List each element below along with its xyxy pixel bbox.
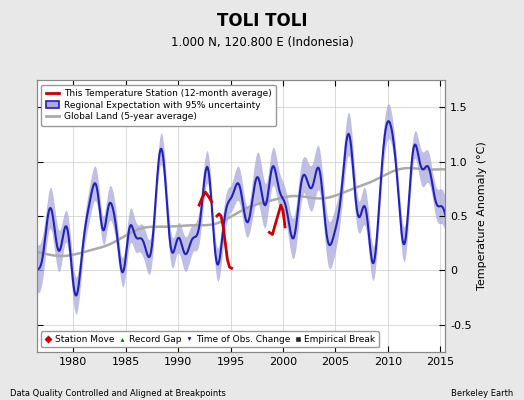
Y-axis label: Temperature Anomaly (°C): Temperature Anomaly (°C) [477,142,487,290]
Text: TOLI TOLI: TOLI TOLI [217,12,307,30]
Text: 1.000 N, 120.800 E (Indonesia): 1.000 N, 120.800 E (Indonesia) [171,36,353,49]
Text: Data Quality Controlled and Aligned at Breakpoints: Data Quality Controlled and Aligned at B… [10,389,226,398]
Legend: Station Move, Record Gap, Time of Obs. Change, Empirical Break: Station Move, Record Gap, Time of Obs. C… [41,331,379,348]
Text: Berkeley Earth: Berkeley Earth [451,389,514,398]
